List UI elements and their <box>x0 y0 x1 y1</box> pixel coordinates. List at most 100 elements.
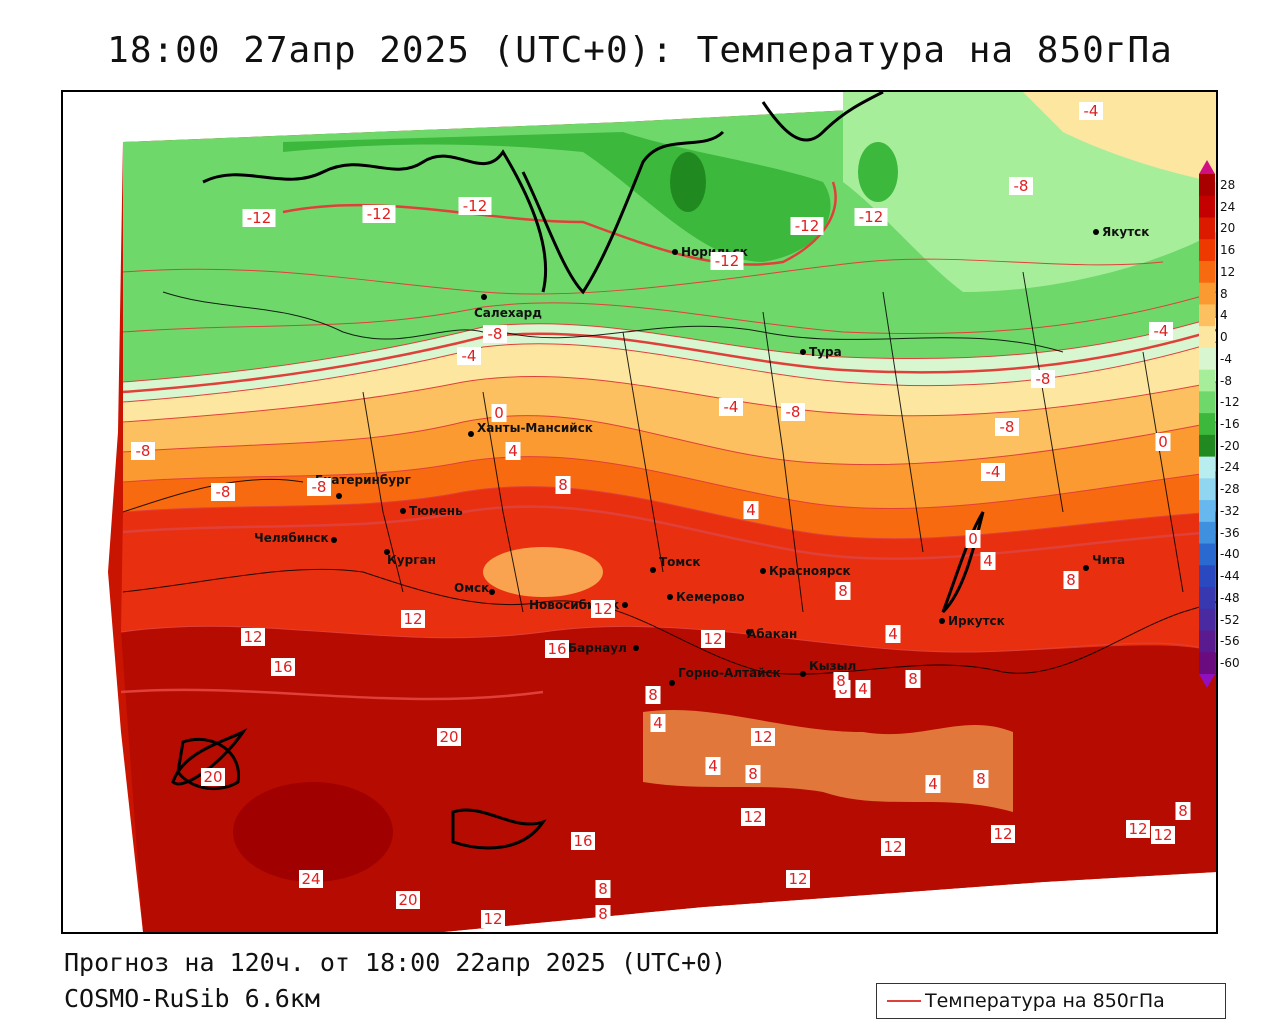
color-bar-bottom-arrow <box>1199 674 1215 688</box>
contour-label: -4 <box>462 347 477 365</box>
color-bar-segment <box>1199 565 1215 588</box>
contour-label: 4 <box>653 714 663 732</box>
contour-label-bg <box>242 209 276 227</box>
color-bar-segment <box>1199 174 1215 197</box>
city-label: Челябинск <box>254 531 329 545</box>
color-bar-tick-label: 16 <box>1220 243 1236 258</box>
city-label: Екатеринбург <box>315 473 411 487</box>
city-dot <box>760 568 766 574</box>
contour-label: 8 <box>1178 802 1188 820</box>
contour-label: -8 <box>1014 177 1029 195</box>
contour-label-bg <box>855 680 871 698</box>
color-bar-tick-label: -60 <box>1220 656 1240 671</box>
contour-label: 12 <box>753 728 772 746</box>
contour-label-bg <box>1063 571 1079 589</box>
contour-label-bg <box>741 808 765 826</box>
contour-label-bg <box>1079 102 1103 120</box>
contour-label: -4 <box>1154 322 1169 340</box>
color-bar-top-arrow <box>1199 160 1215 174</box>
color-bar-tick-label: -16 <box>1220 417 1240 431</box>
city-label: Омск <box>454 581 489 595</box>
model-name: COSMO-RuSib 6.6км <box>64 984 320 1013</box>
contour-label-bg <box>299 870 323 888</box>
contour-label: 4 <box>746 501 756 519</box>
city-dot <box>1093 229 1099 235</box>
contour-label-bg <box>981 463 1005 481</box>
contour-label-bg <box>743 501 759 519</box>
contour-label-bg <box>835 582 851 600</box>
color-bar-tick-label: 12 <box>1220 264 1236 279</box>
contour-label-bg <box>925 775 941 793</box>
contour-label: 8 <box>1066 571 1076 589</box>
contour-label: 8 <box>598 880 608 898</box>
contour-label-bg <box>991 825 1015 843</box>
color-bar-segment <box>1199 239 1215 262</box>
contour-label: -12 <box>247 209 272 227</box>
city-label: Якутск <box>1102 225 1149 239</box>
color-bar-segment <box>1199 217 1215 240</box>
city-label: Красноярск <box>769 564 851 578</box>
contour-label-bg <box>211 483 235 501</box>
contour-label: -12 <box>715 252 740 270</box>
contour-label-bg <box>491 404 507 422</box>
contour-label-bg <box>1151 826 1175 844</box>
city-label: Тура <box>809 345 842 359</box>
color-bar-segment <box>1199 608 1215 632</box>
contour-label: 8 <box>838 582 848 600</box>
color-bar-tick-label: -8 <box>1220 373 1232 388</box>
color-bar-tick-label: 28 <box>1220 177 1236 192</box>
contour-label-bg <box>591 600 615 618</box>
contour-label-bg <box>854 208 888 226</box>
city-label: Кемерово <box>676 590 745 604</box>
contour-label-bg <box>1126 820 1150 838</box>
contour-label: -8 <box>1036 370 1051 388</box>
city-label: Ханты-Мансийск <box>477 421 593 435</box>
contour-label: 16 <box>273 658 292 676</box>
contour-label: 4 <box>708 757 718 775</box>
contour-label-bg <box>1149 322 1173 340</box>
contour-label: 20 <box>203 768 222 786</box>
contour-label-bg <box>555 476 571 494</box>
contour-label-bg <box>705 757 721 775</box>
contour-label-bg <box>483 325 507 343</box>
color-bar-segment <box>1199 347 1215 371</box>
contour-label-bg <box>545 640 569 658</box>
city-label: Горно-Алтайск <box>678 666 781 680</box>
city-dot <box>468 431 474 437</box>
contour-label: 12 <box>1153 826 1172 844</box>
city-dot <box>400 508 406 514</box>
color-bar-segment <box>1199 630 1215 653</box>
color-bar-tick-label: 0 <box>1220 330 1228 345</box>
contour-label: 4 <box>888 625 898 643</box>
color-bar-tick-label: -52 <box>1220 612 1240 627</box>
color-bar-tick-label: -28 <box>1220 482 1240 497</box>
contour-label-bg <box>965 530 981 548</box>
color-bar-tick-label: -4 <box>1220 351 1232 366</box>
contour-label: -8 <box>786 403 801 421</box>
color-bar-tick-label: 8 <box>1220 286 1228 301</box>
contour-label-bg <box>437 728 461 746</box>
contour-label-bg <box>745 765 761 783</box>
city-dot <box>336 493 342 499</box>
city-dot <box>939 618 945 624</box>
contour-label: -8 <box>136 442 151 460</box>
contour-label: 8 <box>748 765 758 783</box>
color-bar-segment <box>1199 652 1215 675</box>
contour-label: -8 <box>216 483 231 501</box>
color-bar-tick-label: -24 <box>1220 460 1240 475</box>
city-dot <box>800 671 806 677</box>
contour-label: 12 <box>243 628 262 646</box>
contour-label-bg <box>751 728 775 746</box>
contour-label-bg <box>1031 370 1055 388</box>
city-dot <box>650 567 656 573</box>
contour-label: 12 <box>593 600 612 618</box>
contour-labels: -4 -8 -12 -12 -12 -12 -12 -12 -8 -4 -4 -8 -8 -4 -8 -8 -8… <box>131 102 1191 928</box>
contour-label-bg <box>790 217 824 235</box>
contour-label: 12 <box>993 825 1012 843</box>
contour-label-bg <box>710 252 744 270</box>
contour-label: -4 <box>724 398 739 416</box>
city-dot <box>384 549 390 555</box>
contour-label: 4 <box>928 775 938 793</box>
color-bar-segment <box>1199 434 1215 458</box>
color-bar-tick-label: -20 <box>1220 438 1240 453</box>
